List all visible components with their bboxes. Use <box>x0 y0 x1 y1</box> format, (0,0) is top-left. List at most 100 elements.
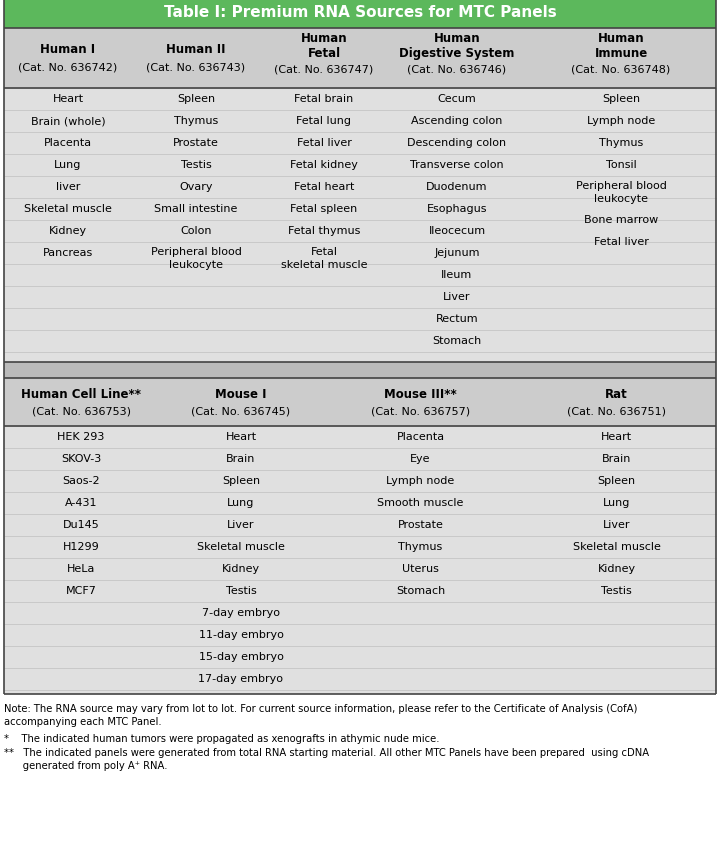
Text: Fetal brain: Fetal brain <box>294 94 354 104</box>
Text: Uterus: Uterus <box>402 564 439 574</box>
Text: Peripheral blood
leukocyte: Peripheral blood leukocyte <box>150 247 241 269</box>
Text: Duodenum: Duodenum <box>426 182 487 192</box>
Text: 17-day embryo: 17-day embryo <box>199 674 284 684</box>
Bar <box>4 378 716 426</box>
Text: Rectum: Rectum <box>436 314 478 324</box>
Bar <box>4 0 716 28</box>
Text: Skeletal muscle: Skeletal muscle <box>572 542 660 552</box>
Text: (Cat. No. 636748): (Cat. No. 636748) <box>572 65 670 75</box>
Text: Kidney: Kidney <box>49 226 87 236</box>
Text: Liver: Liver <box>228 520 255 530</box>
Text: Human I: Human I <box>40 44 96 56</box>
Text: Ascending colon: Ascending colon <box>411 116 503 126</box>
Text: Prostate: Prostate <box>173 138 219 148</box>
Text: Saos-2: Saos-2 <box>62 476 100 486</box>
Text: (Cat. No. 636757): (Cat. No. 636757) <box>371 407 470 417</box>
Text: 11-day embryo: 11-day embryo <box>199 630 284 640</box>
Text: Pancreas: Pancreas <box>43 248 93 258</box>
Text: **   The indicated panels were generated from total RNA starting material. All o: ** The indicated panels were generated f… <box>4 748 649 771</box>
Text: Spleen: Spleen <box>602 94 640 104</box>
Text: Heart: Heart <box>225 432 256 442</box>
Text: Ileum: Ileum <box>441 270 472 280</box>
Text: Fetal lung: Fetal lung <box>297 116 351 126</box>
Text: Thymus: Thymus <box>398 542 443 552</box>
Text: Fetal
skeletal muscle: Fetal skeletal muscle <box>281 247 367 269</box>
Text: Thymus: Thymus <box>599 138 643 148</box>
Text: Human
Immune: Human Immune <box>595 32 647 60</box>
Text: Lung: Lung <box>603 498 630 508</box>
Text: MCF7: MCF7 <box>66 586 96 596</box>
Text: Placenta: Placenta <box>44 138 92 148</box>
Text: Liver: Liver <box>603 520 630 530</box>
Text: Brain (whole): Brain (whole) <box>31 116 105 126</box>
Text: Ovary: Ovary <box>179 182 212 192</box>
Text: Heart: Heart <box>601 432 632 442</box>
Text: Brain: Brain <box>602 454 631 464</box>
Text: Peripheral blood
leukocyte: Peripheral blood leukocyte <box>575 181 667 203</box>
Text: Mouse I: Mouse I <box>215 388 266 402</box>
Text: Lung: Lung <box>228 498 255 508</box>
Text: Transverse colon: Transverse colon <box>410 160 504 170</box>
Text: Brain: Brain <box>226 454 256 464</box>
Text: Esophagus: Esophagus <box>427 204 487 214</box>
Text: Spleen: Spleen <box>598 476 636 486</box>
Text: Descending colon: Descending colon <box>408 138 507 148</box>
Text: Fetal spleen: Fetal spleen <box>290 204 358 214</box>
Text: Small intestine: Small intestine <box>154 204 238 214</box>
Text: HeLa: HeLa <box>67 564 95 574</box>
Text: H1299: H1299 <box>63 542 99 552</box>
Text: (Cat. No. 636745): (Cat. No. 636745) <box>192 407 291 417</box>
Text: Heart: Heart <box>53 94 84 104</box>
Text: Testis: Testis <box>225 586 256 596</box>
Text: Placenta: Placenta <box>397 432 444 442</box>
Text: Thymus: Thymus <box>174 116 218 126</box>
Text: liver: liver <box>56 182 80 192</box>
Text: (Cat. No. 636753): (Cat. No. 636753) <box>32 407 130 417</box>
Text: Lymph node: Lymph node <box>387 476 454 486</box>
Text: Testis: Testis <box>601 586 632 596</box>
Text: Liver: Liver <box>444 292 471 302</box>
Text: Cecum: Cecum <box>438 94 477 104</box>
Text: Human Cell Line**: Human Cell Line** <box>21 388 141 402</box>
Text: Du145: Du145 <box>63 520 99 530</box>
Text: Mouse III**: Mouse III** <box>384 388 457 402</box>
Text: Testis: Testis <box>181 160 212 170</box>
Bar <box>4 362 716 378</box>
Text: Tonsil: Tonsil <box>606 160 636 170</box>
Text: Stomach: Stomach <box>396 586 445 596</box>
Text: Fetal liver: Fetal liver <box>593 237 649 247</box>
Text: Ileocecum: Ileocecum <box>428 226 485 236</box>
Text: Human
Digestive System: Human Digestive System <box>400 32 515 60</box>
Text: Lymph node: Lymph node <box>587 116 655 126</box>
Text: Skeletal muscle: Skeletal muscle <box>24 204 112 214</box>
Text: HEK 293: HEK 293 <box>58 432 104 442</box>
Text: A-431: A-431 <box>65 498 97 508</box>
Text: Table I: Premium RNA Sources for MTC Panels: Table I: Premium RNA Sources for MTC Pan… <box>163 5 557 21</box>
Text: Fetal thymus: Fetal thymus <box>288 226 360 236</box>
Text: (Cat. No. 636743): (Cat. No. 636743) <box>146 63 246 73</box>
Bar <box>4 88 716 362</box>
Bar <box>4 28 716 88</box>
Text: Kidney: Kidney <box>598 564 636 574</box>
Text: Fetal liver: Fetal liver <box>297 138 351 148</box>
Bar <box>4 426 716 694</box>
Text: Spleen: Spleen <box>177 94 215 104</box>
Text: Jejunum: Jejunum <box>434 248 480 258</box>
Text: Skeletal muscle: Skeletal muscle <box>197 542 285 552</box>
Text: Rat: Rat <box>605 388 628 402</box>
Text: (Cat. No. 636751): (Cat. No. 636751) <box>567 407 666 417</box>
Text: *    The indicated human tumors were propagated as xenografts in athymic nude mi: * The indicated human tumors were propag… <box>4 734 439 744</box>
Text: 7-day embryo: 7-day embryo <box>202 608 280 618</box>
Text: (Cat. No. 636746): (Cat. No. 636746) <box>408 65 507 75</box>
Text: Eye: Eye <box>410 454 431 464</box>
Text: Colon: Colon <box>180 226 212 236</box>
Text: Human
Fetal: Human Fetal <box>301 32 347 60</box>
Text: (Cat. No. 636742): (Cat. No. 636742) <box>19 63 117 73</box>
Text: Lung: Lung <box>54 160 81 170</box>
Text: Fetal heart: Fetal heart <box>294 182 354 192</box>
Text: Smooth muscle: Smooth muscle <box>377 498 464 508</box>
Text: Spleen: Spleen <box>222 476 260 486</box>
Text: Kidney: Kidney <box>222 564 260 574</box>
Text: Prostate: Prostate <box>397 520 444 530</box>
Text: (Cat. No. 636747): (Cat. No. 636747) <box>274 65 374 75</box>
